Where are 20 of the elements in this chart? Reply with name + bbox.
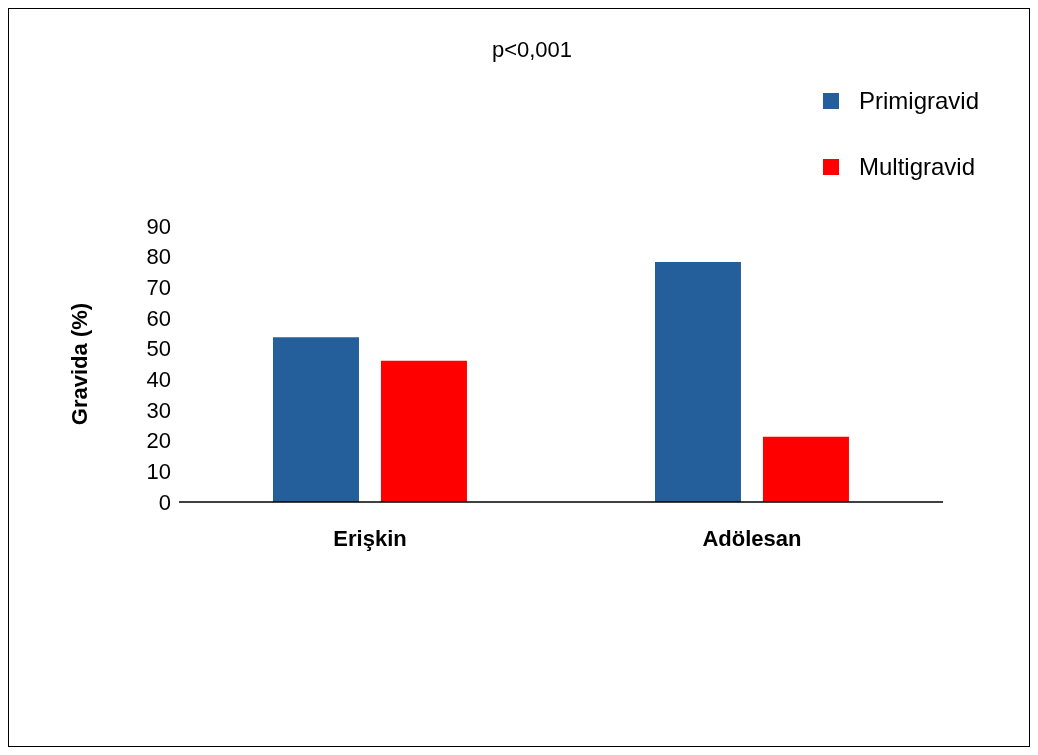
y-tick-label: 30 bbox=[146, 397, 171, 423]
chart-title: p<0,001 bbox=[490, 37, 574, 63]
legend-label: Primigravid bbox=[858, 87, 979, 115]
bar bbox=[272, 337, 359, 502]
y-tick-label: 10 bbox=[146, 459, 171, 485]
bar bbox=[762, 436, 849, 502]
y-tick-label: 70 bbox=[146, 275, 171, 301]
y-tick-label: 20 bbox=[146, 428, 171, 454]
y-tick-label: 40 bbox=[146, 367, 171, 393]
y-tick-label: 50 bbox=[146, 336, 171, 362]
bar bbox=[654, 261, 741, 502]
y-tick-label: 0 bbox=[158, 489, 171, 515]
y-tick-label: 60 bbox=[146, 305, 171, 331]
y-tick-label: 90 bbox=[146, 213, 171, 239]
y-tick-label: 80 bbox=[146, 244, 171, 270]
x-tick-label: Adölesan bbox=[702, 525, 802, 551]
legend-label: Multigravid bbox=[858, 153, 976, 181]
x-tick-label: Erişkin bbox=[333, 525, 407, 551]
bar bbox=[380, 360, 467, 502]
y-axis-title: Gravida (%) bbox=[66, 302, 92, 426]
